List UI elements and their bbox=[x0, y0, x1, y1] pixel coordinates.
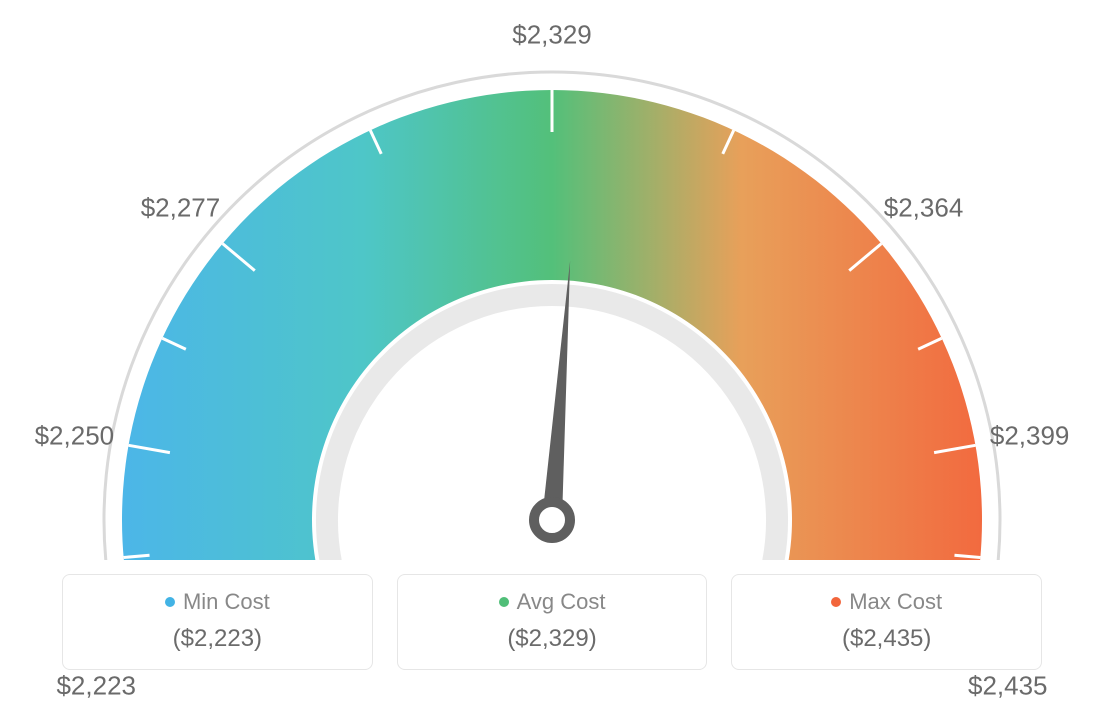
gauge-tick-label: $2,399 bbox=[990, 420, 1070, 451]
legend-avg: Avg Cost ($2,329) bbox=[397, 574, 708, 670]
legend-min: Min Cost ($2,223) bbox=[62, 574, 373, 670]
legend-max: Max Cost ($2,435) bbox=[731, 574, 1042, 670]
cost-gauge-chart: $2,223$2,250$2,277$2,329$2,364$2,399$2,4… bbox=[0, 0, 1104, 690]
legend-max-label: Max Cost bbox=[849, 589, 942, 615]
gauge-tick-label: $2,329 bbox=[512, 20, 592, 51]
gauge-svg bbox=[0, 0, 1104, 560]
gauge-tick-label: $2,250 bbox=[35, 420, 115, 451]
legend-min-value: ($2,223) bbox=[73, 625, 362, 653]
gauge-tick-label: $2,223 bbox=[56, 670, 136, 701]
gauge-tick-label: $2,364 bbox=[884, 193, 964, 224]
legend-min-dot bbox=[165, 597, 175, 607]
legend-max-value: ($2,435) bbox=[742, 625, 1031, 653]
legend-max-title: Max Cost bbox=[831, 589, 942, 615]
gauge-area: $2,223$2,250$2,277$2,329$2,364$2,399$2,4… bbox=[0, 0, 1104, 560]
gauge-tick-label: $2,277 bbox=[141, 193, 221, 224]
gauge-tick-label: $2,435 bbox=[968, 670, 1048, 701]
legend-avg-label: Avg Cost bbox=[517, 589, 606, 615]
legend-avg-dot bbox=[499, 597, 509, 607]
legend-min-title: Min Cost bbox=[165, 589, 270, 615]
legend-min-label: Min Cost bbox=[183, 589, 270, 615]
legend-avg-value: ($2,329) bbox=[408, 625, 697, 653]
legend-max-dot bbox=[831, 597, 841, 607]
legend-row: Min Cost ($2,223) Avg Cost ($2,329) Max … bbox=[0, 574, 1104, 670]
legend-avg-title: Avg Cost bbox=[499, 589, 606, 615]
